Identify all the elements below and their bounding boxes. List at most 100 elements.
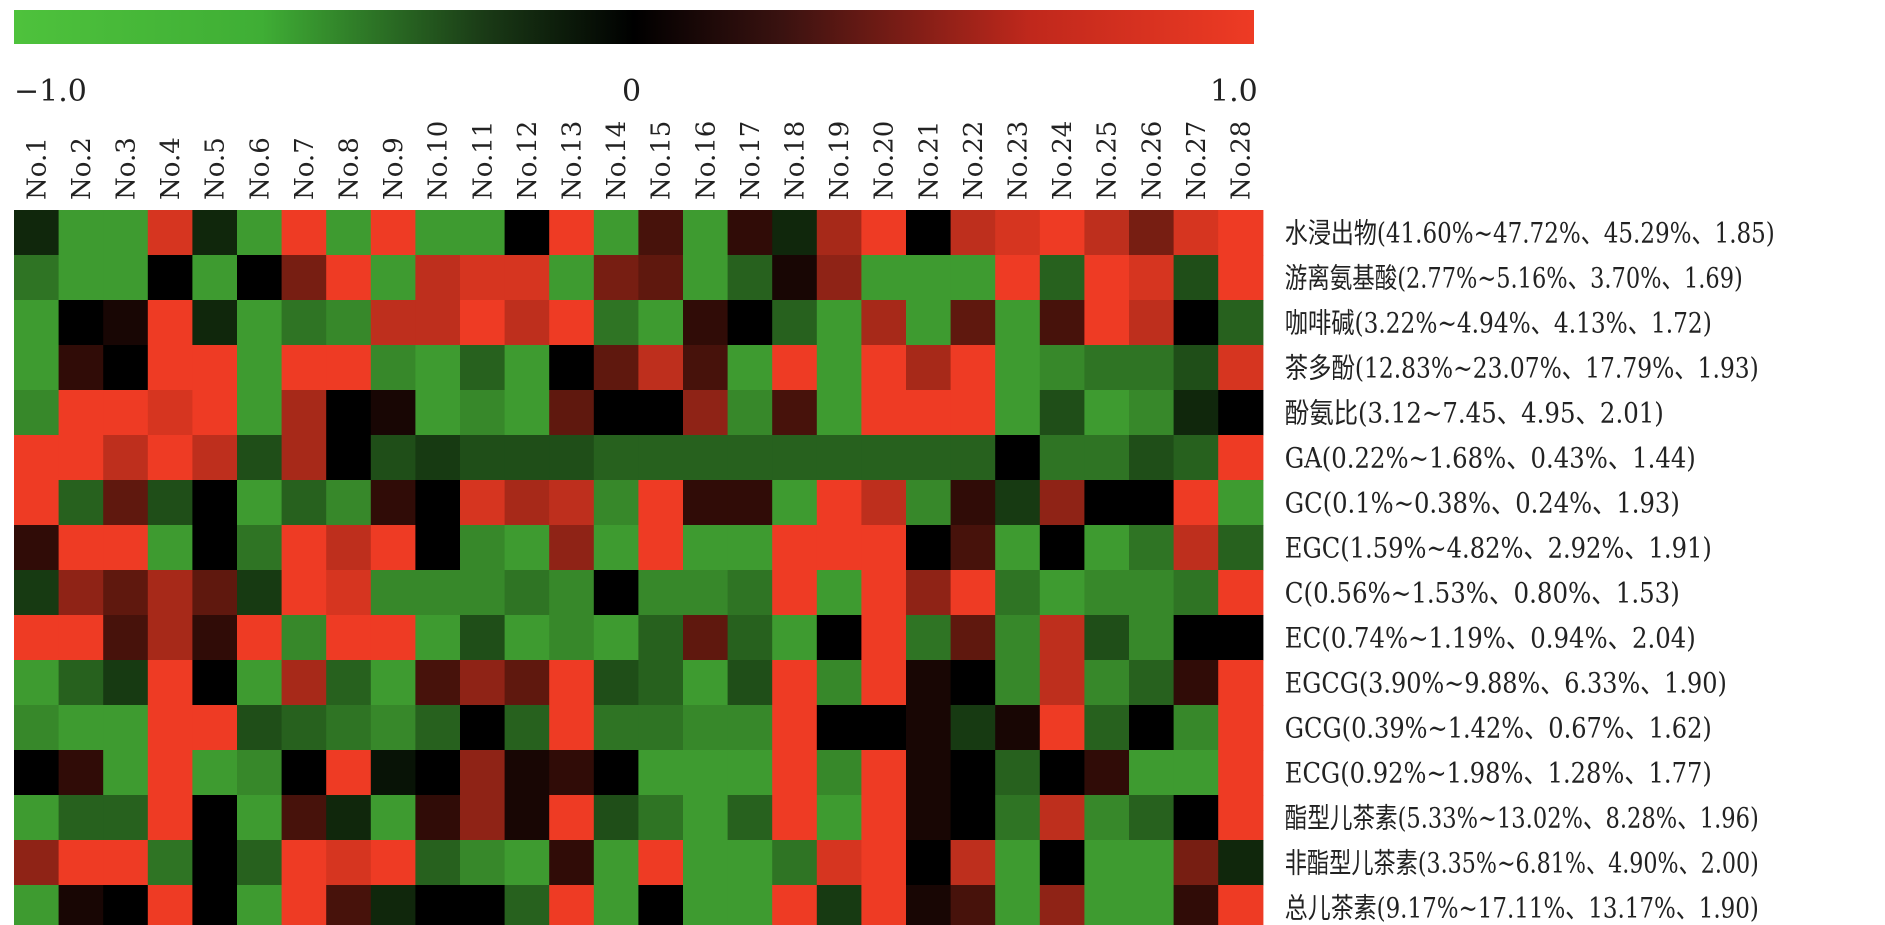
heatmap-cell	[593, 840, 639, 886]
heatmap-cell	[281, 390, 327, 436]
colorbar-mid-label: 0	[622, 74, 642, 109]
heatmap-cell	[504, 300, 550, 346]
heatmap-cell	[415, 840, 461, 886]
heatmap-cell	[638, 435, 684, 481]
heatmap-cell	[816, 525, 862, 571]
heatmap-cell	[1218, 300, 1264, 346]
heatmap-cell	[906, 480, 952, 526]
heatmap-cell	[1084, 660, 1130, 706]
row-label: 非酯型儿茶素(3.35%~6.81%、4.90%、2.00)	[1285, 847, 1759, 880]
heatmap-cell	[727, 390, 773, 436]
heatmap-cell	[593, 255, 639, 301]
heatmap-cell	[281, 795, 327, 841]
heatmap-cell	[950, 525, 996, 571]
heatmap-cell	[727, 345, 773, 391]
heatmap-cell	[460, 210, 506, 256]
heatmap-cell	[370, 795, 416, 841]
heatmap-cell	[1173, 345, 1219, 391]
heatmap-cell	[147, 300, 193, 346]
heatmap-cell	[281, 300, 327, 346]
heatmap-cell	[415, 525, 461, 571]
column-label: No.14	[602, 121, 632, 200]
heatmap-cell	[995, 705, 1041, 751]
heatmap-cell	[1173, 570, 1219, 616]
heatmap-cell	[727, 300, 773, 346]
heatmap-cell	[281, 480, 327, 526]
row-label: 酯型儿茶素(5.33%~13.02%、8.28%、1.96)	[1285, 802, 1759, 835]
heatmap-cell	[281, 210, 327, 256]
heatmap-cell	[415, 390, 461, 436]
heatmap-cell	[147, 435, 193, 481]
heatmap-cell	[460, 255, 506, 301]
column-label: No.19	[825, 121, 855, 200]
heatmap-cell	[1084, 705, 1130, 751]
column-label: No.27	[1182, 121, 1212, 200]
heatmap-cell	[1218, 345, 1264, 391]
heatmap-cell	[103, 885, 149, 925]
heatmap-cell	[638, 255, 684, 301]
heatmap-cell	[950, 345, 996, 391]
heatmap-cell	[460, 525, 506, 571]
heatmap-cell	[192, 255, 238, 301]
heatmap-cell	[192, 660, 238, 706]
heatmap-cell	[593, 615, 639, 661]
heatmap-cell	[861, 615, 907, 661]
heatmap-cell	[772, 660, 818, 706]
heatmap-cell	[14, 525, 60, 571]
heatmap-cell	[58, 885, 104, 925]
heatmap-cell	[1129, 345, 1175, 391]
heatmap-cell	[1218, 660, 1264, 706]
heatmap-cell	[727, 255, 773, 301]
heatmap-cell	[504, 525, 550, 571]
heatmap-cell	[950, 885, 996, 925]
column-label: No.22	[959, 121, 989, 200]
heatmap-cell	[906, 840, 952, 886]
heatmap-cell	[58, 840, 104, 886]
heatmap-cell	[460, 570, 506, 616]
heatmap-cell	[103, 750, 149, 796]
heatmap-cell	[1129, 210, 1175, 256]
heatmap-cell	[14, 435, 60, 481]
heatmap-cell	[861, 840, 907, 886]
heatmap-cell	[192, 210, 238, 256]
heatmap-cell	[103, 435, 149, 481]
heatmap-cell	[683, 210, 729, 256]
heatmap-cell	[1173, 390, 1219, 436]
heatmap-cell	[415, 795, 461, 841]
heatmap-cell	[816, 300, 862, 346]
heatmap-cell	[58, 480, 104, 526]
heatmap-cell	[638, 885, 684, 925]
heatmap-cell	[638, 570, 684, 616]
heatmap-cell	[326, 345, 372, 391]
heatmap-cell	[192, 570, 238, 616]
heatmap-cell	[861, 660, 907, 706]
heatmap-cell	[1173, 300, 1219, 346]
heatmap-cell	[1084, 480, 1130, 526]
heatmap-cell	[326, 525, 372, 571]
row-label: 咖啡碱(3.22%~4.94%、4.13%、1.72)	[1285, 307, 1712, 340]
heatmap-cell	[1173, 795, 1219, 841]
heatmap-cell	[147, 615, 193, 661]
heatmap-cell	[995, 885, 1041, 925]
heatmap-cell	[1129, 480, 1175, 526]
heatmap-cell	[1129, 840, 1175, 886]
column-label: No.15	[647, 121, 677, 200]
heatmap-cell	[1039, 345, 1085, 391]
row-label: EGC(1.59%~4.82%、2.92%、1.91)	[1285, 532, 1712, 565]
heatmap-cell	[772, 435, 818, 481]
heatmap-cell	[1129, 795, 1175, 841]
heatmap-cell	[772, 345, 818, 391]
heatmap-cell	[549, 570, 595, 616]
heatmap-cell	[1084, 750, 1130, 796]
heatmap-cell	[683, 435, 729, 481]
row-label: 茶多酚(12.83%~23.07%、17.79%、1.93)	[1285, 352, 1759, 385]
heatmap-cell	[103, 210, 149, 256]
heatmap-cell	[638, 390, 684, 436]
heatmap-cell	[58, 705, 104, 751]
heatmap-cell	[772, 570, 818, 616]
heatmap-cell	[1218, 390, 1264, 436]
heatmap-cell	[1129, 435, 1175, 481]
heatmap-cell	[906, 750, 952, 796]
heatmap-cell	[727, 525, 773, 571]
heatmap-cell	[415, 210, 461, 256]
